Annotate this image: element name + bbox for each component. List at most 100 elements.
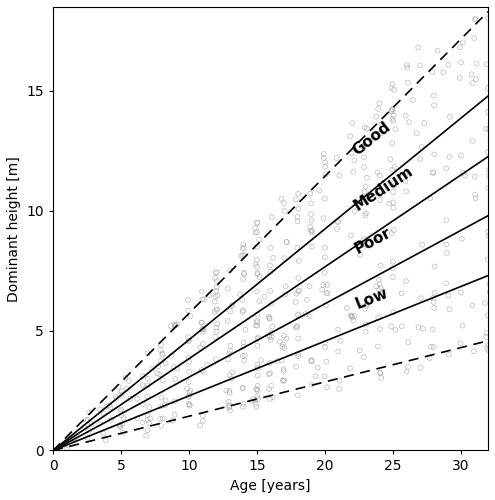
Point xyxy=(307,200,315,207)
Point xyxy=(445,61,452,69)
Point xyxy=(266,369,274,377)
Point xyxy=(145,419,153,427)
Point xyxy=(321,194,329,202)
Point xyxy=(267,336,275,344)
Point xyxy=(377,284,385,292)
Point xyxy=(199,340,207,348)
Point xyxy=(186,401,194,409)
Point xyxy=(321,372,329,380)
Point xyxy=(63,444,71,452)
Point xyxy=(266,244,274,252)
Point xyxy=(105,402,113,409)
Point xyxy=(385,200,393,207)
Point xyxy=(377,130,385,138)
Point xyxy=(228,374,236,382)
Point xyxy=(253,262,261,270)
Point xyxy=(171,321,179,329)
Point xyxy=(294,312,302,320)
Point xyxy=(211,333,219,341)
Point xyxy=(362,210,370,218)
Point xyxy=(324,289,332,297)
Point xyxy=(212,269,220,277)
Point xyxy=(323,384,331,392)
Point xyxy=(267,300,275,308)
Point xyxy=(294,217,301,225)
Point xyxy=(402,277,410,285)
Point xyxy=(321,339,329,347)
Point xyxy=(144,374,151,382)
Point xyxy=(196,422,204,430)
Point xyxy=(456,0,464,2)
Point xyxy=(376,280,384,288)
Point xyxy=(356,251,364,259)
Point xyxy=(121,374,129,382)
Point xyxy=(426,194,434,202)
Point xyxy=(349,168,357,176)
Point xyxy=(198,318,206,326)
Point xyxy=(84,416,92,424)
Point xyxy=(459,169,467,177)
Point xyxy=(171,322,179,330)
Point xyxy=(253,218,261,226)
Point xyxy=(226,406,234,414)
Point xyxy=(171,411,179,419)
Point xyxy=(253,243,261,251)
Point xyxy=(321,158,329,166)
Point xyxy=(376,172,384,179)
Point xyxy=(362,328,370,336)
Point xyxy=(472,194,480,202)
Point xyxy=(200,324,208,332)
Point xyxy=(97,406,104,413)
Point xyxy=(321,343,329,351)
Point xyxy=(225,398,233,406)
Point xyxy=(187,312,195,320)
Point xyxy=(398,322,406,330)
Point xyxy=(470,34,478,42)
Point xyxy=(225,350,233,358)
Point xyxy=(389,273,396,281)
Point xyxy=(374,105,382,113)
Point xyxy=(418,241,426,249)
Point xyxy=(323,281,331,289)
Point xyxy=(322,302,330,310)
Point xyxy=(199,326,207,334)
Point xyxy=(315,186,323,194)
Point xyxy=(184,296,192,304)
Point xyxy=(427,342,435,350)
Point xyxy=(278,356,286,364)
Point xyxy=(118,388,126,396)
Point xyxy=(185,368,193,376)
Point xyxy=(251,396,259,404)
Point xyxy=(416,155,424,163)
Point xyxy=(293,322,301,330)
Point xyxy=(127,394,135,402)
Point xyxy=(158,351,166,359)
Point xyxy=(361,188,369,196)
Point xyxy=(254,395,262,403)
Point xyxy=(241,251,248,259)
Point xyxy=(430,343,438,351)
Point xyxy=(484,228,492,236)
Point xyxy=(242,326,249,334)
Point xyxy=(434,46,442,54)
Point xyxy=(254,334,262,342)
Point xyxy=(280,377,288,385)
Point xyxy=(334,326,342,334)
Point xyxy=(403,61,411,69)
Point xyxy=(308,356,316,364)
Point xyxy=(280,365,288,373)
Point xyxy=(266,262,274,270)
Point xyxy=(346,132,354,140)
Point xyxy=(471,190,479,198)
Point xyxy=(301,310,309,318)
Point xyxy=(429,294,437,302)
Point xyxy=(239,352,247,360)
Point xyxy=(361,212,369,220)
Point xyxy=(390,112,397,120)
Point xyxy=(312,372,320,380)
Point xyxy=(356,346,364,354)
Point xyxy=(99,410,107,418)
Point xyxy=(429,168,437,176)
Point xyxy=(457,152,465,160)
Point xyxy=(431,262,439,270)
